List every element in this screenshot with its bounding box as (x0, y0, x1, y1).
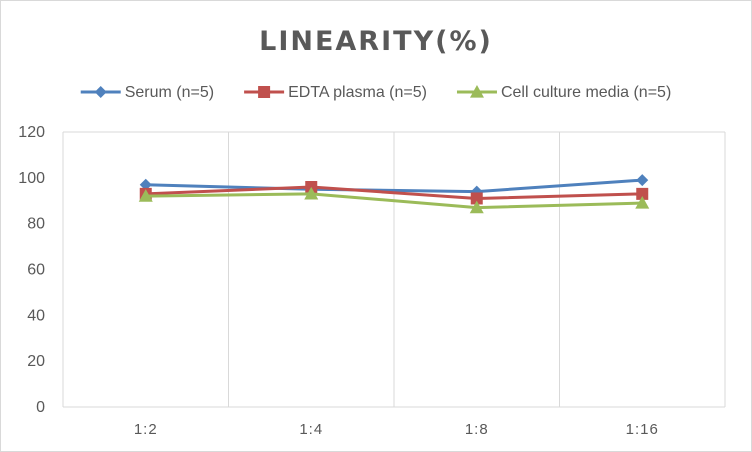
y-tick-label: 120 (18, 124, 45, 141)
y-tick-label: 80 (27, 216, 45, 233)
x-axis: 1:2 1:4 1:8 1:16 (134, 421, 659, 438)
y-tick-label: 0 (36, 399, 45, 416)
data-point (469, 200, 484, 214)
series-line (145, 178, 643, 194)
series-group (138, 174, 650, 214)
legend-marker (258, 86, 271, 98)
y-tick-label: 100 (18, 170, 45, 187)
legend: Serum (n=5) EDTA plasma (n=5) Cell culture… (80, 84, 671, 101)
series-3 (138, 186, 650, 214)
data-point (635, 196, 650, 209)
series-line (145, 192, 643, 210)
y-tick-label: 20 (27, 353, 45, 370)
chart-title: LINEARITY(%) (259, 26, 493, 57)
data-point (636, 187, 649, 200)
y-tick-label: 60 (27, 262, 45, 279)
x-tick-label: 1:16 (626, 421, 659, 438)
legend-entry: EDTA plasma (n=5) (288, 84, 427, 101)
data-point (636, 174, 649, 187)
legend-entry: Serum (n=5) (125, 84, 214, 101)
y-axis: 0 20 40 60 80 100 120 (18, 124, 45, 416)
data-point (138, 189, 153, 202)
series-2 (139, 181, 649, 205)
series-line (145, 185, 643, 200)
data-point (470, 192, 483, 205)
grid (62, 131, 726, 408)
data-point (304, 186, 319, 200)
x-tick-label: 1:4 (299, 421, 323, 438)
data-point (139, 178, 152, 191)
x-tick-label: 1:8 (465, 421, 489, 438)
y-tick-label: 40 (27, 307, 45, 324)
legend-marker (94, 86, 107, 98)
legend-marker (469, 85, 484, 98)
x-tick-label: 1:2 (134, 421, 158, 438)
legend-entry: Cell culture media (n=5) (501, 84, 671, 101)
